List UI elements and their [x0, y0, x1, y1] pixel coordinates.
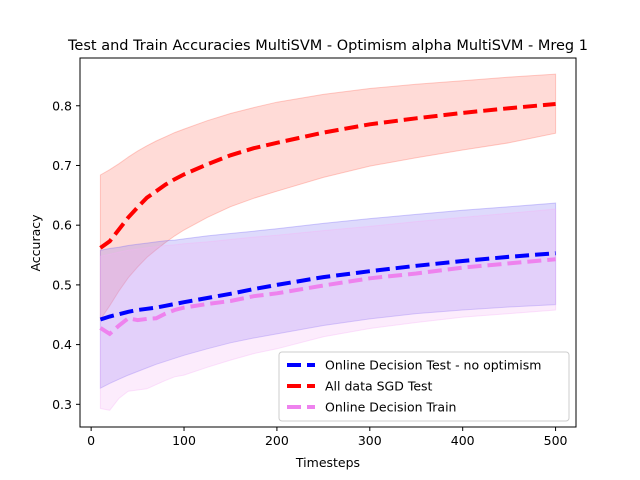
x-axis-ticks: 0 100 200 300 400 500: [87, 427, 568, 448]
y-axis-label: Accuracy: [28, 214, 43, 272]
chart-title: Test and Train Accuracies MultiSVM - Opt…: [67, 38, 588, 54]
x-tick-label: 200: [265, 433, 289, 448]
series-line-2: [99, 257, 556, 337]
legend-box: [278, 351, 570, 422]
y-tick-label: 0.4: [52, 337, 72, 352]
y-tick-label: 0.8: [52, 98, 72, 113]
x-tick-label: 400: [451, 433, 475, 448]
confidence-bands: [99, 73, 557, 411]
band-2: [99, 208, 557, 411]
plot-frame: [79, 57, 577, 428]
band-0: [99, 73, 557, 322]
series-line-0: [99, 102, 556, 250]
series-line-1: [99, 251, 556, 322]
x-tick-label: 300: [358, 433, 382, 448]
legend: Online Decision Test - no optimism All da…: [278, 351, 570, 422]
y-axis-ticks: 0.3 0.4 0.5 0.6 0.7 0.8: [52, 98, 80, 412]
band-1: [99, 202, 557, 390]
legend-label: All data SGD Test: [325, 379, 433, 394]
y-tick-label: 0.6: [52, 218, 72, 233]
y-tick-label: 0.5: [52, 277, 72, 292]
y-tick-label: 0.3: [52, 397, 72, 412]
legend-label: Online Decision Test - no optimism: [325, 358, 541, 373]
y-tick-label: 0.7: [52, 158, 72, 173]
legend-label: Online Decision Train: [325, 400, 456, 415]
x-tick-label: 100: [172, 433, 196, 448]
x-tick-label: 500: [544, 433, 568, 448]
x-tick-label: 0: [87, 433, 95, 448]
x-axis-label: Timesteps: [295, 455, 360, 470]
series-lines: [99, 102, 556, 337]
